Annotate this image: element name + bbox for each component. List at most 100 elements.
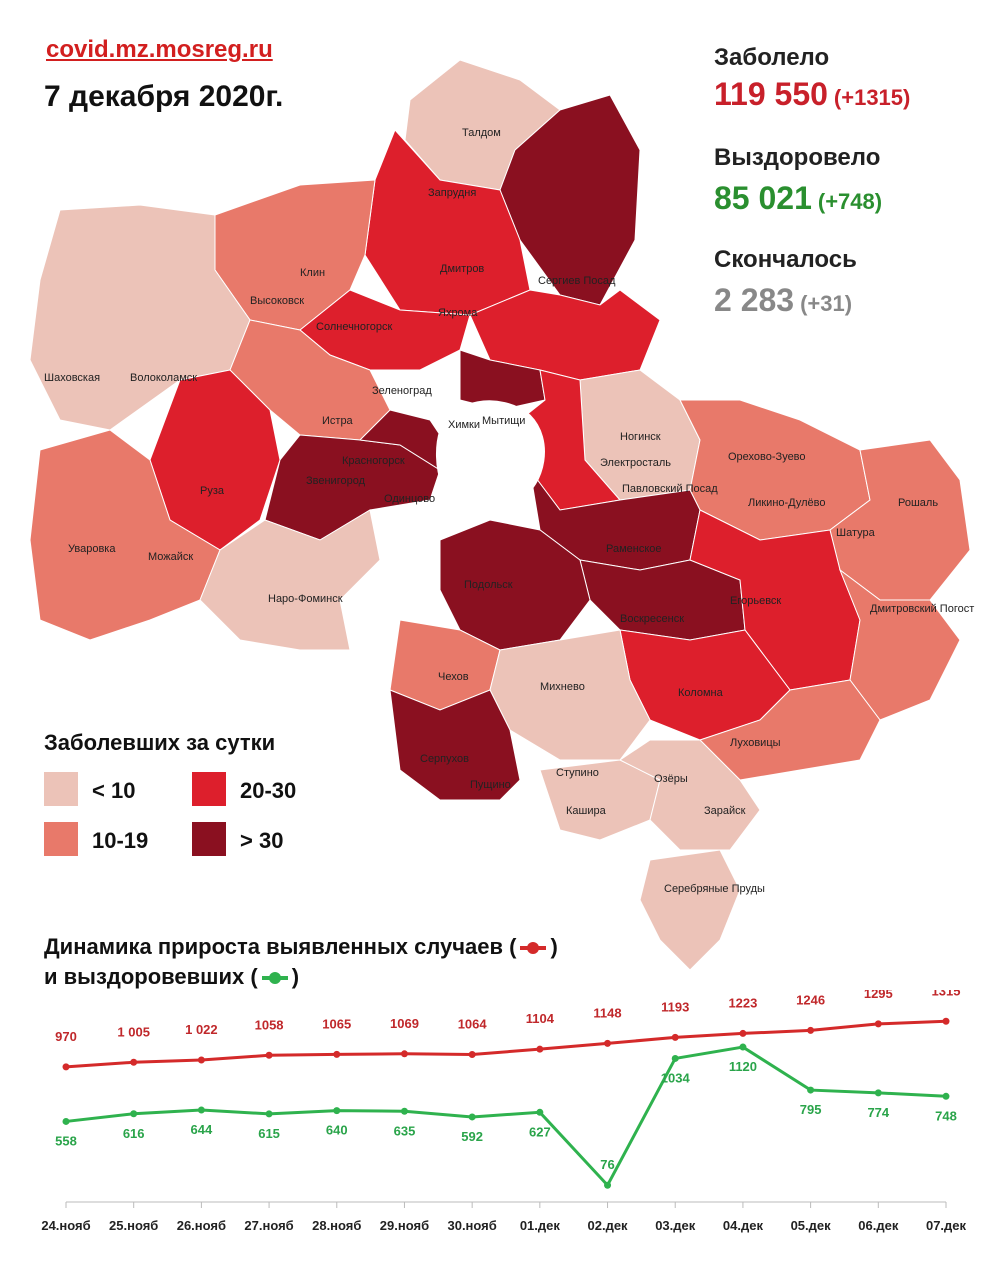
x-tick-label: 06.дек	[858, 1218, 899, 1233]
deceased-value: 2 283 (+31)	[714, 282, 852, 319]
x-tick-label: 01.дек	[520, 1218, 561, 1233]
series-cases-point	[874, 1020, 882, 1028]
series-cases-value-label: 1315	[932, 990, 961, 998]
label-mozhaisk: Можайск	[148, 551, 193, 563]
deceased-delta: (+31)	[800, 291, 853, 316]
series-recovered-point	[874, 1089, 882, 1097]
label-noginsk: Ногинск	[620, 431, 661, 443]
series-cases-point	[197, 1056, 205, 1064]
legend-label-lt10: < 10	[92, 778, 136, 803]
label-serpukhov: Серпухов	[420, 753, 469, 765]
region-lukhovitsy	[699, 679, 881, 781]
series-recovered-point	[942, 1092, 950, 1100]
label-yakhroma: Яхрома	[438, 307, 478, 319]
series-recovered-value-label: 748	[935, 1108, 957, 1123]
label-pavlovsky-posad: Павловский Посад	[622, 483, 718, 495]
infected-value: 119 550 (+1315)	[714, 76, 910, 113]
label-lukhovitsy: Луховицы	[730, 737, 781, 749]
x-tick-label: 02.дек	[588, 1218, 629, 1233]
series-cases-point	[671, 1033, 679, 1041]
region-zaraysk	[619, 739, 761, 851]
series-recovered-value-label: 774	[867, 1105, 889, 1120]
series-recovered-value-label: 640	[326, 1123, 348, 1138]
moscow-city	[436, 400, 545, 511]
label-shatura: Шатура	[836, 527, 876, 539]
map-labels: Талдом Запрудня Дмитров Яхрома Сергиев П…	[44, 127, 974, 895]
recovered-count: 85 021	[714, 180, 812, 216]
series-cases-point	[468, 1050, 476, 1058]
chart-title-line2-end: )	[291, 964, 300, 989]
legend-swatch-lt10	[44, 772, 78, 806]
series-cases-point	[265, 1051, 273, 1059]
legend-label-20-30: 20-30	[240, 778, 297, 803]
label-naro-fominsk: Наро-Фоминск	[268, 593, 343, 605]
label-elektrostal: Электросталь	[600, 457, 671, 469]
series-cases-legend-marker	[520, 942, 547, 955]
x-tick-label: 04.дек	[723, 1218, 764, 1233]
series-recovered-line	[65, 1045, 947, 1188]
label-orekhovo-zuevo: Орехово-Зуево	[728, 451, 806, 463]
label-roshal: Рошаль	[898, 497, 938, 509]
label-zvenigorod: Звенигород	[306, 475, 366, 487]
label-ozery: Озёры	[654, 773, 688, 785]
series-cases-value-label: 1193	[661, 999, 689, 1014]
series-cases-point	[942, 1017, 950, 1025]
label-volokolamsk: Волоколамск	[130, 372, 197, 384]
label-krasnogorsk: Красногорск	[342, 455, 405, 467]
series-cases-value-label: 1 005	[117, 1024, 150, 1039]
label-chekhov: Чехов	[438, 671, 469, 683]
infected-count: 119 550	[714, 76, 828, 112]
series-recovered-value-label: 1034	[661, 1070, 691, 1085]
series-recovered-value-label: 635	[394, 1123, 416, 1138]
report-date: 7 декабря 2020г.	[44, 80, 284, 113]
series-recovered-point	[468, 1113, 476, 1121]
label-mikhnevo: Михнево	[540, 681, 585, 693]
chart-title: Динамика прироста выявленных случаев () …	[44, 932, 558, 992]
legend-label-gt30: > 30	[240, 828, 284, 853]
region-serebryanye-prudy	[639, 849, 741, 970]
series-recovered-legend-marker	[261, 972, 288, 985]
label-podolsk: Подольск	[464, 579, 513, 591]
series-cases-value-label: 1104	[526, 1011, 555, 1026]
series-recovered-value-label: 615	[258, 1126, 280, 1141]
label-dmitrovsky-pogost: Дмитровский Погост	[870, 603, 974, 615]
label-ramenskoye: Раменское	[606, 543, 662, 555]
map-regions	[29, 59, 971, 970]
legend-label-10-19: 10-19	[92, 828, 149, 853]
series-recovered-point	[807, 1086, 815, 1094]
label-likino-dulevo: Ликино-Дулёво	[748, 497, 826, 509]
chart-title-line1-text: Динамика прироста выявленных случаев (	[44, 934, 517, 959]
series-cases-point	[739, 1029, 747, 1037]
series-recovered-point	[130, 1110, 138, 1118]
label-uvarovka: Уваровка	[68, 543, 116, 555]
series-cases-point	[333, 1050, 341, 1058]
series-recovered-value-label: 76	[600, 1157, 614, 1172]
series-recovered-point	[265, 1110, 273, 1118]
series-cases-point	[400, 1050, 408, 1058]
series-recovered-value-label: 644	[191, 1122, 213, 1137]
legend-swatch-gt30	[192, 822, 226, 856]
series-cases-value-label: 1148	[593, 1005, 621, 1020]
series-recovered-point	[400, 1107, 408, 1115]
series-recovered-value-label: 795	[800, 1102, 822, 1117]
recovered-value: 85 021 (+748)	[714, 180, 882, 217]
series-cases-point	[604, 1039, 612, 1047]
label-serebryanye-prudy: Серебряные Пруды	[664, 883, 765, 895]
series-recovered-point	[604, 1181, 612, 1189]
infected-label: Заболело	[714, 44, 830, 71]
chart-title-line1: Динамика прироста выявленных случаев ()	[44, 932, 558, 962]
series-cases-point	[536, 1045, 544, 1053]
label-shakhovskaya: Шаховская	[44, 372, 100, 384]
series-cases-value-label: 1069	[390, 1016, 419, 1031]
label-khimki: Химки	[448, 419, 480, 431]
x-tick-label: 28.нояб	[312, 1218, 361, 1233]
site-link[interactable]: covid.mz.mosreg.ru	[46, 36, 273, 63]
series-cases-point	[807, 1026, 815, 1034]
series-recovered-point	[62, 1117, 70, 1125]
label-mytishchi: Мытищи	[482, 415, 525, 427]
label-zaraysk: Зарайск	[704, 805, 746, 817]
label-taldom: Талдом	[462, 127, 501, 139]
label-voskresensk: Воскресенск	[620, 613, 684, 625]
series-recovered-value-label: 592	[461, 1129, 483, 1144]
series-cases-value-label: 970	[55, 1029, 77, 1044]
